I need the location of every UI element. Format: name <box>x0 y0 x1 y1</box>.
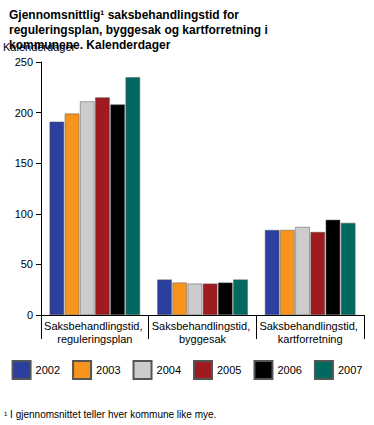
svg-text:¹ I gjennomsnittet teller hver: ¹ I gjennomsnittet teller hver kommune l… <box>4 409 216 420</box>
svg-text:reguleringsplan: reguleringsplan <box>57 333 132 345</box>
svg-text:2002: 2002 <box>36 364 60 376</box>
svg-text:reguleringsplan, byggesak og k: reguleringsplan, byggesak og kartforretn… <box>9 23 271 37</box>
svg-text:byggesak: byggesak <box>179 333 227 345</box>
svg-text:2007: 2007 <box>338 364 362 376</box>
svg-text:250: 250 <box>15 56 33 68</box>
svg-text:Saksbehandlingstid,: Saksbehandlingstid, <box>152 320 254 332</box>
svg-text:50: 50 <box>21 258 33 270</box>
svg-text:2006: 2006 <box>277 364 301 376</box>
svg-text:100: 100 <box>15 208 33 220</box>
svg-text:Saksbehandlingstid,: Saksbehandlingstid, <box>259 320 361 332</box>
svg-text:2003: 2003 <box>96 364 120 376</box>
svg-text:0: 0 <box>27 309 33 321</box>
svg-text:150: 150 <box>15 157 33 169</box>
svg-text:kommunene. Kalenderdager: kommunene. Kalenderdager <box>9 38 171 52</box>
svg-text:2005: 2005 <box>217 364 241 376</box>
svg-text:Saksbehandlingstid,: Saksbehandlingstid, <box>44 320 146 332</box>
svg-text:2004: 2004 <box>157 364 181 376</box>
svg-text:200: 200 <box>15 107 33 119</box>
svg-text:kartforretning: kartforretning <box>278 333 343 345</box>
svg-text:Gjennomsnittlig¹ saksbehandlin: Gjennomsnittlig¹ saksbehandlingstid for <box>9 8 242 22</box>
